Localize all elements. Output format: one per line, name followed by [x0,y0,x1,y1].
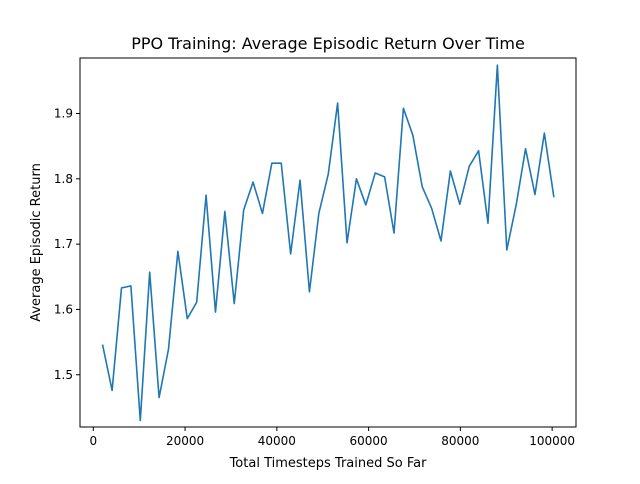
y-tick-label: 1.7 [54,237,73,251]
x-tick-label: 20000 [166,434,204,448]
y-tick-label: 1.6 [54,302,73,316]
y-tick-label: 1.9 [54,107,73,121]
x-tick-label: 100000 [529,434,575,448]
plot-frame [79,57,577,428]
x-tick-label: 0 [89,434,97,448]
x-tick-label: 60000 [350,434,388,448]
plot-area [101,64,555,422]
series-line-0 [101,64,555,422]
y-tick-label: 1.8 [54,172,73,186]
y-axis: 1.5 1.6 1.7 1.8 1.9 [54,107,80,382]
y-tick-label: 1.5 [54,368,73,382]
x-tick-label: 40000 [258,434,296,448]
x-axis: 0 20000 40000 60000 80000 100000 [89,427,575,448]
x-axis-label: Total Timesteps Trained So Far [229,456,427,471]
x-tick-label: 80000 [441,434,479,448]
chart-title: PPO Training: Average Episodic Return Ov… [131,34,525,53]
y-axis-label: Average Episodic Return [29,163,44,322]
